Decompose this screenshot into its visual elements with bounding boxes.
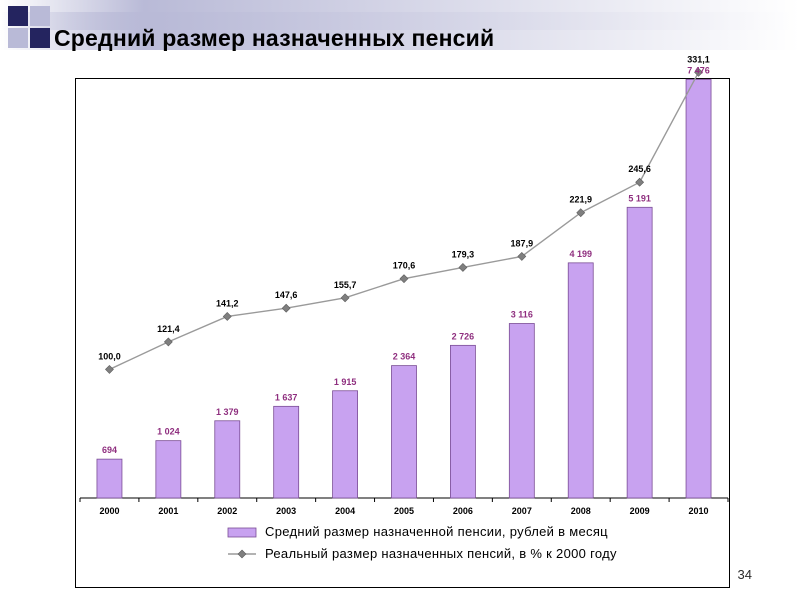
line-value-label: 331,1 — [687, 54, 710, 64]
legend-line-label: Реальный размер назначенных пенсий, в % … — [265, 546, 617, 561]
line-value-label: 179,3 — [452, 249, 475, 259]
line-point — [517, 251, 527, 261]
line-point — [222, 312, 232, 321]
slide-title: Средний размер назначенных пенсий — [54, 25, 495, 51]
x-tick-label: 2010 — [689, 506, 709, 516]
bar-value-label: 1 024 — [157, 427, 180, 437]
x-tick-label: 2003 — [276, 506, 296, 516]
bar — [508, 323, 535, 499]
x-tick-label: 2000 — [99, 506, 119, 516]
slide-decoration-squares — [8, 6, 68, 48]
bar-value-label: 1 637 — [275, 392, 298, 402]
x-tick-label: 2002 — [217, 506, 237, 516]
bar-value-label: 2 726 — [452, 331, 475, 341]
line-value-label: 147,6 — [275, 290, 298, 300]
bar — [273, 405, 300, 499]
legend-layer: Средний размер назначенной пенсии, рубле… — [227, 524, 617, 561]
bar-value-label: 694 — [102, 445, 117, 455]
bar-value-label: 4 199 — [569, 249, 592, 259]
bars-layer — [96, 78, 712, 499]
page-number: 34 — [737, 567, 752, 582]
legend-bar-swatch — [227, 527, 257, 538]
line-point — [340, 293, 350, 303]
bar — [450, 344, 476, 499]
bar-value-label: 1 915 — [334, 377, 357, 387]
line-point — [399, 274, 409, 284]
decoration-square — [8, 28, 28, 48]
line-point — [105, 365, 114, 374]
slide-decoration-band — [0, 0, 800, 50]
line-point — [576, 208, 586, 218]
line-point — [694, 67, 703, 77]
legend-bar-label: Средний размер назначенной пенсии, рубле… — [265, 524, 608, 539]
line-value-label: 170,6 — [393, 261, 416, 271]
x-tick-label: 2007 — [512, 506, 532, 516]
line-value-label: 245,6 — [628, 164, 651, 174]
bar — [685, 78, 712, 499]
decoration-square — [8, 6, 28, 26]
chart-frame — [75, 78, 730, 588]
bar — [332, 390, 358, 499]
bar — [567, 262, 594, 499]
x-tick-label: 2009 — [630, 506, 650, 516]
x-tick-label: 2001 — [158, 506, 178, 516]
line-value-label: 100,0 — [98, 351, 121, 361]
line-value-label: 221,9 — [569, 195, 592, 205]
legend-line-marker — [237, 549, 247, 559]
x-tick-label: 2004 — [335, 506, 355, 516]
bar-value-label: 5 191 — [628, 193, 651, 203]
bar-value-label: 7 476 — [687, 65, 710, 75]
line-value-label: 121,4 — [157, 324, 180, 334]
line-layer — [105, 67, 703, 374]
decoration-square — [30, 6, 50, 26]
bar-value-label: 1 379 — [216, 407, 239, 417]
x-tick-label: 2008 — [571, 506, 591, 516]
line-point — [163, 337, 173, 347]
bar-value-label: 2 364 — [393, 352, 416, 362]
line-value-label: 155,7 — [334, 280, 357, 290]
line-series — [109, 71, 700, 371]
decoration-square — [30, 28, 50, 48]
bar-value-label: 3 116 — [511, 310, 533, 320]
bar — [626, 206, 653, 499]
x-tick-label: 2006 — [453, 506, 473, 516]
line-point — [458, 263, 468, 272]
line-point — [281, 303, 291, 313]
labels-layer: 694 1 024 1 379 1 637 1 915 2 364 2 726 3 116 4 … — [98, 54, 710, 455]
line-value-label: 141,2 — [216, 298, 239, 308]
bar — [96, 458, 123, 499]
bar — [391, 365, 417, 499]
axis-layer: 2000 2001 2002 2003 2004 2005 2006 2007 2008 2009… — [79, 497, 729, 516]
x-tick-label: 2005 — [394, 506, 414, 516]
line-point — [635, 177, 645, 187]
line-value-label: 187,9 — [511, 238, 534, 248]
bar — [155, 440, 182, 499]
bar — [214, 420, 241, 499]
